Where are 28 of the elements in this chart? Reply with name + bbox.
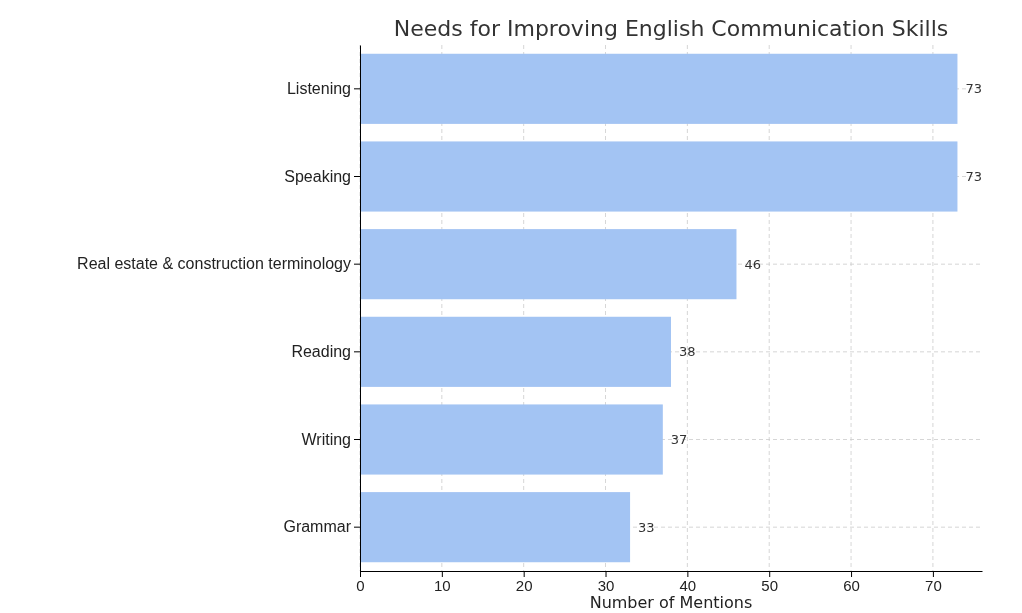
x-tick-label: 60 [843,576,860,594]
y-tick-label: Writing [301,430,351,448]
y-tick-label: Real estate & construction terminology [77,255,351,273]
bar [360,404,663,475]
data-label: 73 [965,81,982,97]
x-tick-label: 70 [925,576,942,594]
data-label: 37 [670,432,688,448]
x-tick-label: 20 [515,576,533,594]
bar [360,229,737,300]
y-tick-label: Listening [286,79,351,97]
bar [360,492,631,563]
x-axis-title: Number of Mentions [589,593,753,612]
data-label: 38 [679,344,696,360]
bar [360,141,958,212]
bar [360,316,671,387]
y-tick-label: Reading [291,342,351,360]
x-tick-label: 30 [597,576,615,594]
y-tick-label: Grammar [283,518,352,536]
data-label: 33 [638,519,655,535]
data-label: 73 [965,169,982,185]
x-tick-label: 10 [434,576,451,594]
x-tick-label: 40 [679,576,697,594]
bar [360,53,958,124]
y-tick-label: Speaking [284,167,351,185]
chart-title: Needs for Improving English Communication Skills [393,16,949,41]
x-tick-label: 50 [761,576,779,594]
x-tick-label: 0 [356,576,365,594]
data-label: 46 [744,256,762,272]
